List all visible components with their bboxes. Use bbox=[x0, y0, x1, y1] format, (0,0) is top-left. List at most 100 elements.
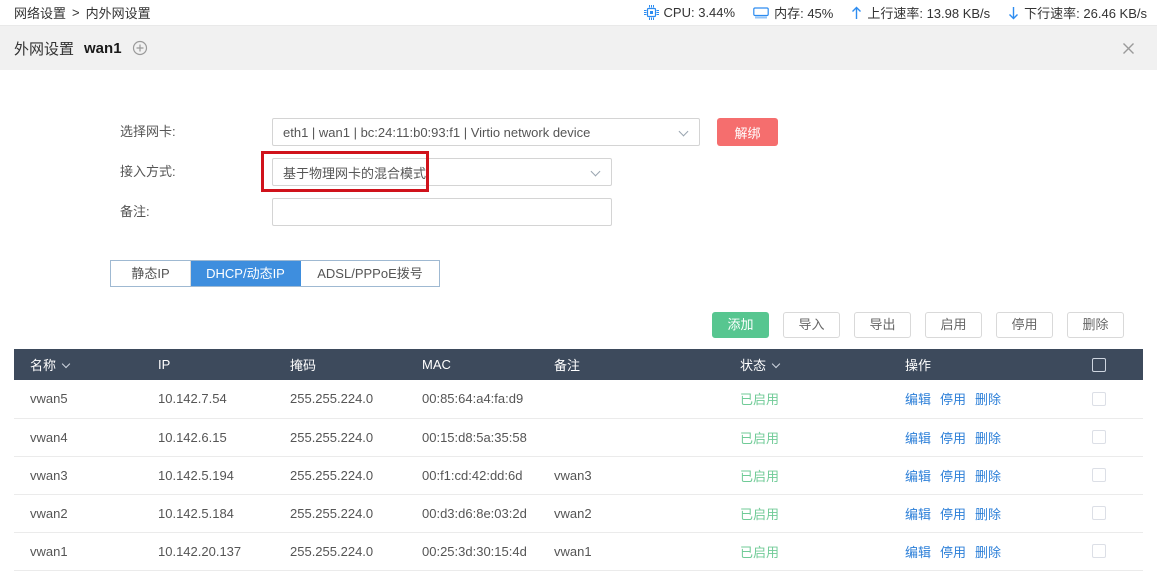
cpu-status-label: CPU: 3.44% bbox=[663, 5, 736, 20]
access-mode-select[interactable]: 基于物理网卡的混合模式 bbox=[272, 158, 612, 186]
access-mode-label: 接入方式: bbox=[120, 164, 176, 179]
status-badge: 已启用 bbox=[740, 506, 780, 522]
download-rate-label: 下行速率: 26.46 KB/s bbox=[1024, 6, 1147, 21]
column-header-remark: 备注 bbox=[538, 349, 724, 380]
breadcrumb: 网络设置 > 内外网设置 bbox=[14, 3, 151, 22]
delete-link[interactable]: 删除 bbox=[975, 430, 1002, 446]
row-checkbox[interactable] bbox=[1092, 506, 1106, 520]
disable-button[interactable]: 停用 bbox=[996, 312, 1053, 338]
cell-actions: 编辑 停用 删除 bbox=[889, 380, 1084, 419]
export-button[interactable]: 导出 bbox=[854, 312, 911, 338]
row-checkbox[interactable] bbox=[1092, 544, 1106, 558]
cell-ip: 10.142.5.184 bbox=[142, 494, 274, 533]
edit-link[interactable]: 编辑 bbox=[905, 430, 932, 446]
cell-mac: 00:15:d8:5a:35:58 bbox=[406, 418, 538, 457]
nic-select-value: eth1 | wan1 | bc:24:11:b0:93:f1 | Virtio… bbox=[283, 124, 591, 140]
tab-adsl-pppoe[interactable]: ADSL/PPPoE拨号 bbox=[301, 261, 439, 286]
table-row: vwan4 10.142.6.15 255.255.224.0 00:15:d8… bbox=[14, 418, 1143, 457]
enable-button[interactable]: 启用 bbox=[925, 312, 982, 338]
cell-remark: vwan3 bbox=[538, 456, 724, 495]
cell-remark: vwan1 bbox=[538, 532, 724, 571]
sort-caret-icon bbox=[772, 361, 781, 370]
add-button[interactable]: 添加 bbox=[712, 312, 769, 338]
system-status-bar: CPU: 3.44% 内存: 45% 上行速率: 13.98 KB/s 下行速率… bbox=[643, 3, 1147, 22]
cell-name: vwan5 bbox=[14, 380, 142, 419]
cell-name: vwan2 bbox=[14, 494, 142, 533]
nic-select[interactable]: eth1 | wan1 | bc:24:11:b0:93:f1 | Virtio… bbox=[272, 118, 700, 146]
breadcrumb-separator: > bbox=[72, 5, 80, 20]
chevron-down-icon bbox=[591, 167, 601, 177]
cell-mask: 255.255.224.0 bbox=[274, 418, 406, 457]
delete-link[interactable]: 删除 bbox=[975, 392, 1002, 408]
import-button[interactable]: 导入 bbox=[783, 312, 840, 338]
cell-remark bbox=[538, 380, 724, 419]
column-header-ip: IP bbox=[142, 349, 274, 380]
wan-name-label: wan1 bbox=[84, 39, 122, 57]
nic-label: 选择网卡: bbox=[120, 124, 176, 139]
cell-actions: 编辑 停用 删除 bbox=[889, 532, 1084, 571]
table-header-row: 名称 IP 掩码 MAC 备注 状态 操作 bbox=[14, 349, 1143, 380]
status-badge: 已启用 bbox=[740, 392, 780, 408]
tab-static-ip[interactable]: 静态IP bbox=[111, 261, 191, 286]
delete-button[interactable]: 删除 bbox=[1067, 312, 1124, 338]
status-badge: 已启用 bbox=[740, 544, 780, 560]
cell-remark: vwan2 bbox=[538, 494, 724, 533]
tab-dhcp-dynamic-ip[interactable]: DHCP/动态IP bbox=[191, 261, 301, 286]
page-title: 外网设置 bbox=[14, 40, 75, 58]
cell-name: vwan4 bbox=[14, 418, 142, 457]
wan-table: 名称 IP 掩码 MAC 备注 状态 操作 vwan5 10.142.7.54 … bbox=[14, 349, 1143, 571]
edit-link[interactable]: 编辑 bbox=[905, 392, 932, 408]
status-badge: 已启用 bbox=[740, 430, 780, 446]
disable-link[interactable]: 停用 bbox=[940, 544, 967, 560]
breadcrumb-network-settings[interactable]: 网络设置 bbox=[14, 6, 67, 21]
remark-input[interactable] bbox=[272, 198, 612, 226]
edit-link[interactable]: 编辑 bbox=[905, 468, 932, 484]
cell-actions: 编辑 停用 删除 bbox=[889, 494, 1084, 533]
column-header-mask: 掩码 bbox=[274, 349, 406, 380]
cell-actions: 编辑 停用 删除 bbox=[889, 456, 1084, 495]
disable-link[interactable]: 停用 bbox=[940, 468, 967, 484]
sort-caret-icon bbox=[62, 361, 71, 370]
edit-link[interactable]: 编辑 bbox=[905, 544, 932, 560]
cell-status: 已启用 bbox=[724, 380, 889, 419]
edit-link[interactable]: 编辑 bbox=[905, 506, 932, 522]
cpu-chip-icon bbox=[643, 5, 659, 20]
select-all-checkbox[interactable] bbox=[1092, 357, 1106, 372]
cell-status: 已启用 bbox=[724, 532, 889, 571]
cell-ip: 10.142.5.194 bbox=[142, 456, 274, 495]
cell-ip: 10.142.20.137 bbox=[142, 532, 274, 571]
row-checkbox[interactable] bbox=[1092, 391, 1106, 406]
delete-link[interactable]: 删除 bbox=[975, 506, 1002, 522]
cell-mac: 00:85:64:a4:fa:d9 bbox=[406, 380, 538, 419]
row-checkbox[interactable] bbox=[1092, 468, 1106, 482]
delete-link[interactable]: 删除 bbox=[975, 468, 1002, 484]
add-wan-icon[interactable] bbox=[132, 40, 148, 56]
unbind-button[interactable]: 解绑 bbox=[717, 118, 778, 146]
column-header-name[interactable]: 名称 bbox=[14, 349, 142, 380]
table-row: vwan2 10.142.5.184 255.255.224.0 00:d3:d… bbox=[14, 494, 1143, 533]
cell-mask: 255.255.224.0 bbox=[274, 532, 406, 571]
row-checkbox[interactable] bbox=[1092, 430, 1106, 444]
panel-title-bar: 外网设置 wan1 bbox=[0, 26, 1157, 70]
chevron-down-icon bbox=[679, 127, 689, 137]
delete-link[interactable]: 删除 bbox=[975, 544, 1002, 560]
arrow-up-icon bbox=[851, 6, 862, 20]
disable-link[interactable]: 停用 bbox=[940, 430, 967, 446]
memory-icon bbox=[753, 6, 769, 19]
table-row: vwan5 10.142.7.54 255.255.224.0 00:85:64… bbox=[14, 380, 1143, 419]
status-badge: 已启用 bbox=[740, 468, 780, 484]
column-header-actions: 操作 bbox=[889, 349, 1084, 380]
table-body: vwan5 10.142.7.54 255.255.224.0 00:85:64… bbox=[14, 380, 1143, 571]
disable-link[interactable]: 停用 bbox=[940, 392, 967, 408]
column-header-status[interactable]: 状态 bbox=[724, 349, 889, 380]
cell-mask: 255.255.224.0 bbox=[274, 380, 406, 419]
connection-type-tabs: 静态IP DHCP/动态IP ADSL/PPPoE拨号 bbox=[110, 260, 440, 287]
disable-link[interactable]: 停用 bbox=[940, 506, 967, 522]
cell-actions: 编辑 停用 删除 bbox=[889, 418, 1084, 457]
cell-mac: 00:25:3d:30:15:4d bbox=[406, 532, 538, 571]
memory-status: 内存: 45% bbox=[753, 3, 833, 22]
top-bar: 网络设置 > 内外网设置 CPU: 3.44% 内存: 45% 上行速率: 13… bbox=[0, 0, 1157, 26]
close-icon[interactable] bbox=[1122, 42, 1135, 55]
breadcrumb-lan-wan-settings[interactable]: 内外网设置 bbox=[85, 6, 151, 21]
